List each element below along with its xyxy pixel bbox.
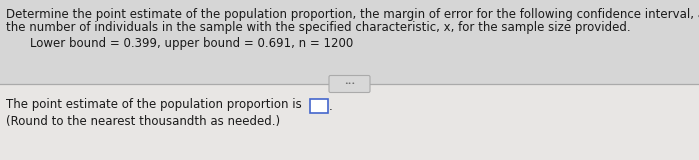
Text: the number of individuals in the sample with the specified characteristic, x, fo: the number of individuals in the sample …	[6, 21, 630, 34]
Text: (Round to the nearest thousandth as needed.): (Round to the nearest thousandth as need…	[6, 115, 280, 128]
Bar	[0, 0, 699, 84]
Text: The point estimate of the population proportion is: The point estimate of the population pro…	[6, 98, 302, 111]
Bar	[0, 84, 699, 160]
Text: •••: •••	[344, 81, 355, 87]
FancyBboxPatch shape	[329, 76, 370, 92]
Text: Lower bound = 0.399, upper bound = 0.691, n = 1200: Lower bound = 0.399, upper bound = 0.691…	[30, 37, 353, 50]
Text: .: .	[329, 100, 333, 112]
FancyBboxPatch shape	[310, 99, 328, 113]
Text: Determine the point estimate of the population proportion, the margin of error f: Determine the point estimate of the popu…	[6, 8, 699, 21]
